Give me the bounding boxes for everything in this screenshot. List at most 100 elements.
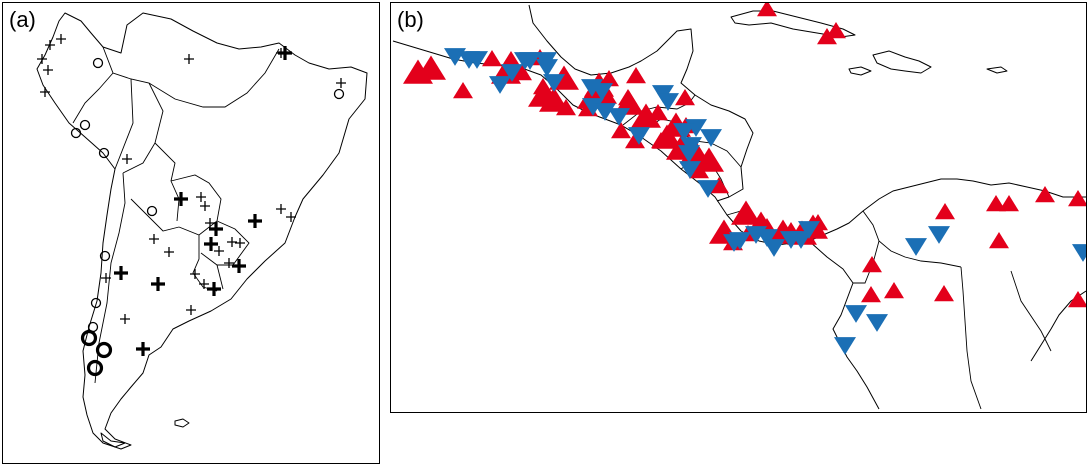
- down-triangle-marker: [1072, 244, 1086, 262]
- plus-marker: [276, 204, 286, 214]
- up-triangle-marker: [757, 3, 777, 17]
- plus-marker: [186, 305, 196, 315]
- plus-marker: [200, 201, 210, 211]
- bold-plus-marker: [136, 342, 150, 356]
- up-triangle-marker: [935, 203, 955, 220]
- panel-a-label: (a): [9, 7, 36, 32]
- down-triangle-marker: [582, 98, 604, 116]
- yucatan-gulf-coast: [528, 4, 754, 202]
- down-triangle-marker: [594, 103, 616, 121]
- plus-marker: [199, 279, 209, 289]
- falkland-islands: [174, 418, 190, 428]
- puerto-rico: [986, 66, 1008, 74]
- bold-plus-marker: [204, 237, 218, 251]
- up-triangle-marker: [1035, 186, 1055, 203]
- circle-marker: [90, 297, 102, 309]
- up-triangle-marker: [986, 195, 1006, 212]
- circle-marker: [99, 250, 111, 262]
- plus-marker: [37, 54, 47, 64]
- plus-marker: [286, 212, 296, 222]
- up-triangle-marker: [709, 177, 729, 194]
- plus-marker: [196, 192, 206, 202]
- bold-plus-marker: [278, 46, 292, 60]
- circle-marker: [79, 119, 91, 131]
- down-triangle-marker: [680, 137, 702, 155]
- down-triangle-marker: [581, 79, 603, 97]
- central-america-coastline: [392, 40, 1086, 246]
- large-up-triangle-marker: [403, 59, 433, 84]
- central-america-map: [392, 3, 1086, 410]
- plus-marker: [235, 238, 245, 248]
- plus-marker: [190, 269, 200, 279]
- down-triangle-marker: [790, 231, 812, 249]
- south-america-coastline: [36, 12, 368, 450]
- up-triangle-marker: [884, 282, 904, 299]
- plus-marker: [120, 314, 130, 324]
- circle-marker: [92, 57, 104, 69]
- down-triangle-marker: [697, 180, 719, 198]
- down-triangle-marker: [763, 239, 785, 257]
- up-triangle-marker: [675, 89, 695, 106]
- cuba: [730, 10, 856, 38]
- large-up-triangle-marker: [694, 147, 724, 172]
- down-triangle-marker: [679, 161, 701, 179]
- plus-marker: [205, 218, 215, 228]
- up-triangle-marker: [482, 50, 502, 67]
- down-triangle-marker: [756, 229, 778, 247]
- down-triangle-marker: [489, 76, 511, 94]
- jamaica: [848, 66, 872, 76]
- plus-marker: [40, 87, 50, 97]
- down-triangle-marker: [466, 51, 488, 69]
- bold-plus-marker: [248, 214, 262, 228]
- bold-plus-marker: [174, 192, 188, 206]
- bold-plus-marker: [232, 259, 246, 273]
- circle-marker: [333, 88, 345, 100]
- large-up-triangle-marker: [652, 124, 682, 149]
- panel-b-central-america-map: (b): [390, 2, 1087, 413]
- plus-marker: [224, 258, 234, 268]
- circle-marker: [70, 127, 82, 139]
- down-triangle-marker: [928, 226, 950, 244]
- down-triangle-marker: [700, 129, 722, 147]
- up-triangle-marker: [999, 195, 1019, 212]
- up-triangle-marker: [626, 67, 646, 84]
- bold-plus-marker: [114, 266, 128, 280]
- bold-circle-marker: [95, 341, 113, 359]
- circle-marker: [146, 205, 158, 217]
- down-triangle-marker: [798, 221, 820, 239]
- tierra-del-fuego: [100, 432, 126, 448]
- down-triangle-marker: [673, 123, 695, 141]
- panel-a-south-america-map: (a): [2, 2, 380, 464]
- up-triangle-marker: [861, 286, 881, 303]
- up-triangle-marker: [453, 82, 473, 99]
- south-america-map: [36, 12, 368, 450]
- plus-marker: [122, 154, 132, 164]
- down-triangle-marker: [845, 305, 867, 323]
- bold-circle-marker: [86, 359, 104, 377]
- circle-marker: [98, 147, 110, 159]
- down-triangle-marker: [519, 52, 541, 70]
- down-triangle-marker: [678, 145, 700, 163]
- down-triangle-marker: [657, 93, 679, 111]
- plus-marker: [214, 246, 224, 256]
- plus-marker: [149, 234, 159, 244]
- south-america-north-coast: [808, 240, 1086, 410]
- up-triangle-marker: [625, 132, 645, 149]
- bold-plus-marker: [207, 282, 221, 296]
- plus-marker: [101, 273, 111, 283]
- up-triangle-marker: [862, 256, 882, 273]
- down-triangle-marker: [723, 234, 745, 252]
- down-triangle-marker: [834, 337, 856, 355]
- bold-plus-marker: [151, 277, 165, 291]
- plus-marker: [184, 54, 194, 64]
- down-triangle-marker: [501, 64, 523, 82]
- bold-plus-marker: [209, 222, 223, 236]
- down-triangle-marker: [535, 52, 557, 70]
- plus-marker: [336, 78, 346, 88]
- up-triangle-marker: [989, 232, 1009, 249]
- up-triangle-marker: [611, 122, 631, 139]
- panel-b-label: (b): [397, 7, 424, 32]
- down-triangle-marker: [866, 314, 888, 332]
- up-triangle-marker: [817, 28, 837, 45]
- plus-marker: [227, 237, 237, 247]
